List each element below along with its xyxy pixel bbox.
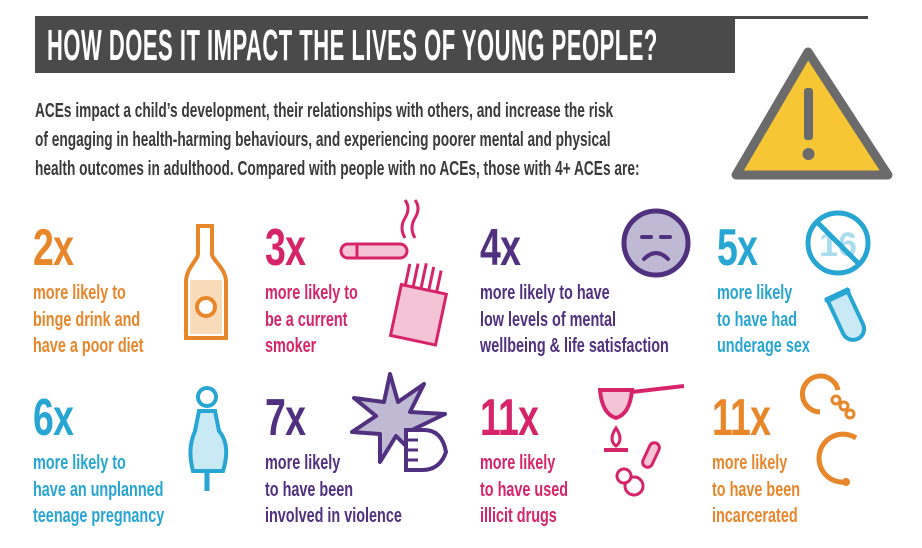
no-under-16-icon: 16 — [805, 210, 871, 342]
stat-smoker: 3x more likely to be a current smoker — [265, 222, 394, 360]
stat-value: 11x — [712, 389, 771, 447]
stat-line: to have had — [717, 308, 798, 331]
stat-incarcerated: 11x more likely to have been incarcerated — [712, 392, 834, 530]
stat-value: 2x — [33, 219, 74, 277]
stat-description: more likely to binge drink and have a poor… — [33, 280, 143, 360]
stat-description: more likely to have had underage sex — [717, 280, 810, 360]
stat-line: have a poor diet — [33, 335, 144, 357]
stat-line: more likely to — [33, 452, 126, 474]
stat-description: more likely to be a current smoker — [265, 280, 358, 360]
stat-violence: 7x more likely to have been involved in vi… — [265, 392, 455, 530]
stat-description: more likely to have been involved in viole… — [265, 450, 402, 530]
stat-line: to have been — [712, 478, 801, 501]
stat-line: more likely — [712, 452, 788, 474]
page-title: HOW DOES IT IMPACT THE LIVES OF YOUNG PE… — [47, 21, 658, 70]
stat-line: more likely — [717, 282, 793, 304]
stat-line: more likely — [265, 452, 341, 474]
stat-line: involved in violence — [265, 505, 402, 527]
stat-line: illicit drugs — [480, 505, 557, 527]
cigarette-icon — [339, 199, 449, 347]
stat-description: more likely to have low levels of mental w… — [480, 280, 669, 360]
fist-punch-icon — [350, 372, 449, 472]
stat-line: have an unplanned — [33, 478, 164, 501]
stat-value: 6x — [33, 389, 74, 447]
intro-line: health outcomes in adulthood. Compared w… — [35, 158, 640, 180]
stat-line: to have used — [480, 478, 569, 501]
stat-line: to have been — [265, 478, 354, 501]
stat-line: underage sex — [717, 335, 810, 357]
stat-description: more likely to have been incarcerated — [712, 450, 800, 530]
title-banner: HOW DOES IT IMPACT THE LIVES OF YOUNG PE… — [35, 18, 735, 73]
stat-description: more likely to have an unplanned teenage p… — [33, 450, 164, 530]
stat-line: more likely to have — [480, 282, 610, 304]
stat-line: incarcerated — [712, 505, 798, 527]
intro-line: of engaging in health-harming behaviours… — [35, 129, 611, 151]
drugs-spoon-icon — [598, 384, 685, 497]
stat-value: 11x — [480, 389, 539, 447]
sad-face-icon — [621, 208, 691, 278]
stat-mental-wellbeing: 4x more likely to have low levels of ment… — [480, 222, 742, 360]
stat-description: more likely to have used illicit drugs — [480, 450, 568, 530]
intro-line: ACEs impact a child’s development, their… — [35, 100, 614, 122]
stat-value: 3x — [265, 219, 306, 277]
stat-line: be a current — [265, 308, 348, 331]
intro-paragraph: ACEs impact a child’s development, their… — [35, 97, 720, 184]
stat-line: more likely to — [265, 282, 358, 304]
stat-binge-drink: 2x more likely to binge drink and have a p… — [33, 222, 186, 360]
stat-value: 7x — [265, 389, 306, 447]
stat-line: binge drink and — [33, 308, 141, 331]
stat-illicit-drugs: 11x more likely to have used illicit drugs — [480, 392, 602, 530]
stat-underage-sex: 5x more likely to have had underage sex — [717, 222, 846, 360]
stat-line: more likely — [480, 452, 556, 474]
pregnant-woman-icon — [188, 386, 229, 491]
stat-line: smoker — [265, 335, 317, 357]
stat-teenage-pregnancy: 6x more likely to have an unplanned teenag… — [33, 392, 215, 530]
bottle-icon — [184, 224, 228, 340]
stat-line: low levels of mental — [480, 308, 617, 331]
stat-line: more likely to — [33, 282, 126, 304]
stat-line: teenage pregnancy — [33, 505, 165, 527]
header-rule — [35, 16, 868, 19]
handcuffs-icon — [799, 373, 858, 486]
stat-value: 4x — [480, 219, 521, 277]
warning-triangle-icon — [731, 47, 893, 180]
stat-line: wellbeing & life satisfaction — [480, 335, 669, 357]
stat-value: 5x — [717, 219, 758, 277]
